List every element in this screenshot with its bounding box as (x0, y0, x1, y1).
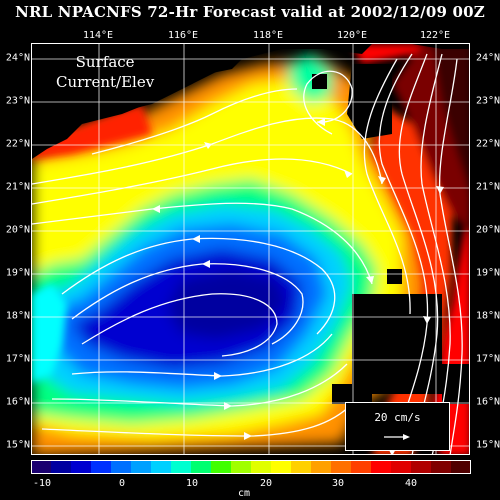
map-label-line1: Surface (75, 53, 135, 71)
map-label: Surface Current/Elev (56, 52, 154, 92)
colorbar-swatch (351, 460, 372, 474)
colorbar-swatch (331, 460, 352, 474)
lat-tick-label: 22°N (5, 138, 30, 150)
colorbar-swatch (31, 460, 52, 474)
lat-tick-label: 20°N (5, 224, 30, 236)
current-arrowheads (152, 118, 444, 454)
colorbar-swatch (151, 460, 172, 474)
colorbar-swatch (411, 460, 432, 474)
lat-tick-label: 23°N (5, 95, 30, 107)
lon-tick-label: 120°E (336, 30, 368, 41)
colorbar-swatch (431, 460, 452, 474)
colorbar-swatch (311, 460, 332, 474)
lon-tick-label: 118°E (252, 30, 284, 41)
lat-tick-label: 22°N (476, 138, 500, 150)
colorbar-swatch (291, 460, 312, 474)
colorbar-tick-label: 10 (185, 478, 199, 489)
velocity-scale-legend: 20 cm/s (345, 402, 450, 451)
ocean-map (31, 43, 470, 455)
map-svg (32, 44, 469, 454)
colorbar-swatch (91, 460, 112, 474)
colorbar-swatch (51, 460, 72, 474)
figure-title: NRL NPACNFS 72-Hr Forecast valid at 2002… (15, 3, 485, 21)
lat-tick-label: 24°N (5, 52, 30, 64)
lat-tick-label: 23°N (476, 95, 500, 107)
lat-tick-label: 24°N (476, 52, 500, 64)
lat-tick-label: 17°N (476, 353, 500, 365)
lon-tick-label: 116°E (167, 30, 199, 41)
lat-tick-label: 15°N (476, 439, 500, 451)
colorbar-swatch (371, 460, 392, 474)
scale-arrow-icon (384, 434, 410, 440)
lon-tick-label: 122°E (419, 30, 451, 41)
lat-tick-label: 21°N (5, 181, 30, 193)
lat-tick-label: 19°N (476, 267, 500, 279)
colorbar-swatch (451, 460, 471, 474)
colorbar-tick-label: -10 (32, 478, 52, 489)
colorbar-swatch (391, 460, 412, 474)
lat-tick-label: 18°N (476, 310, 500, 322)
colorbar-swatch (131, 460, 152, 474)
map-label-line2: Current/Elev (56, 73, 155, 91)
colorbar-swatch (211, 460, 232, 474)
lat-tick-label: 15°N (5, 439, 30, 451)
colorbar-tick-label: 30 (331, 478, 345, 489)
lat-tick-label: 16°N (476, 396, 500, 408)
colorbar-swatch (191, 460, 212, 474)
colorbar-swatch (71, 460, 92, 474)
elevation-field (32, 54, 432, 454)
lat-tick-label: 17°N (5, 353, 30, 365)
velocity-scale-label: 20 cm/s (374, 411, 421, 424)
lat-tick-label: 16°N (5, 396, 30, 408)
colorbar-tick-label: 20 (259, 478, 273, 489)
colorbar-unit: cm (238, 488, 251, 499)
colorbar-swatch (111, 460, 132, 474)
lon-tick-label: 114°E (82, 30, 114, 41)
colorbar-swatch (271, 460, 292, 474)
lat-tick-label: 20°N (476, 224, 500, 236)
colorbar-swatch (231, 460, 252, 474)
lat-tick-label: 19°N (5, 267, 30, 279)
colorbar-swatch (251, 460, 272, 474)
lat-tick-label: 21°N (476, 181, 500, 193)
colorbar-frame (31, 460, 471, 474)
current-streamlines (32, 53, 463, 454)
colorbar-tick-label: 40 (404, 478, 418, 489)
colorbar-swatch (171, 460, 192, 474)
colorbar (31, 460, 471, 474)
lat-tick-label: 18°N (5, 310, 30, 322)
colorbar-tick-label: 0 (118, 478, 126, 489)
